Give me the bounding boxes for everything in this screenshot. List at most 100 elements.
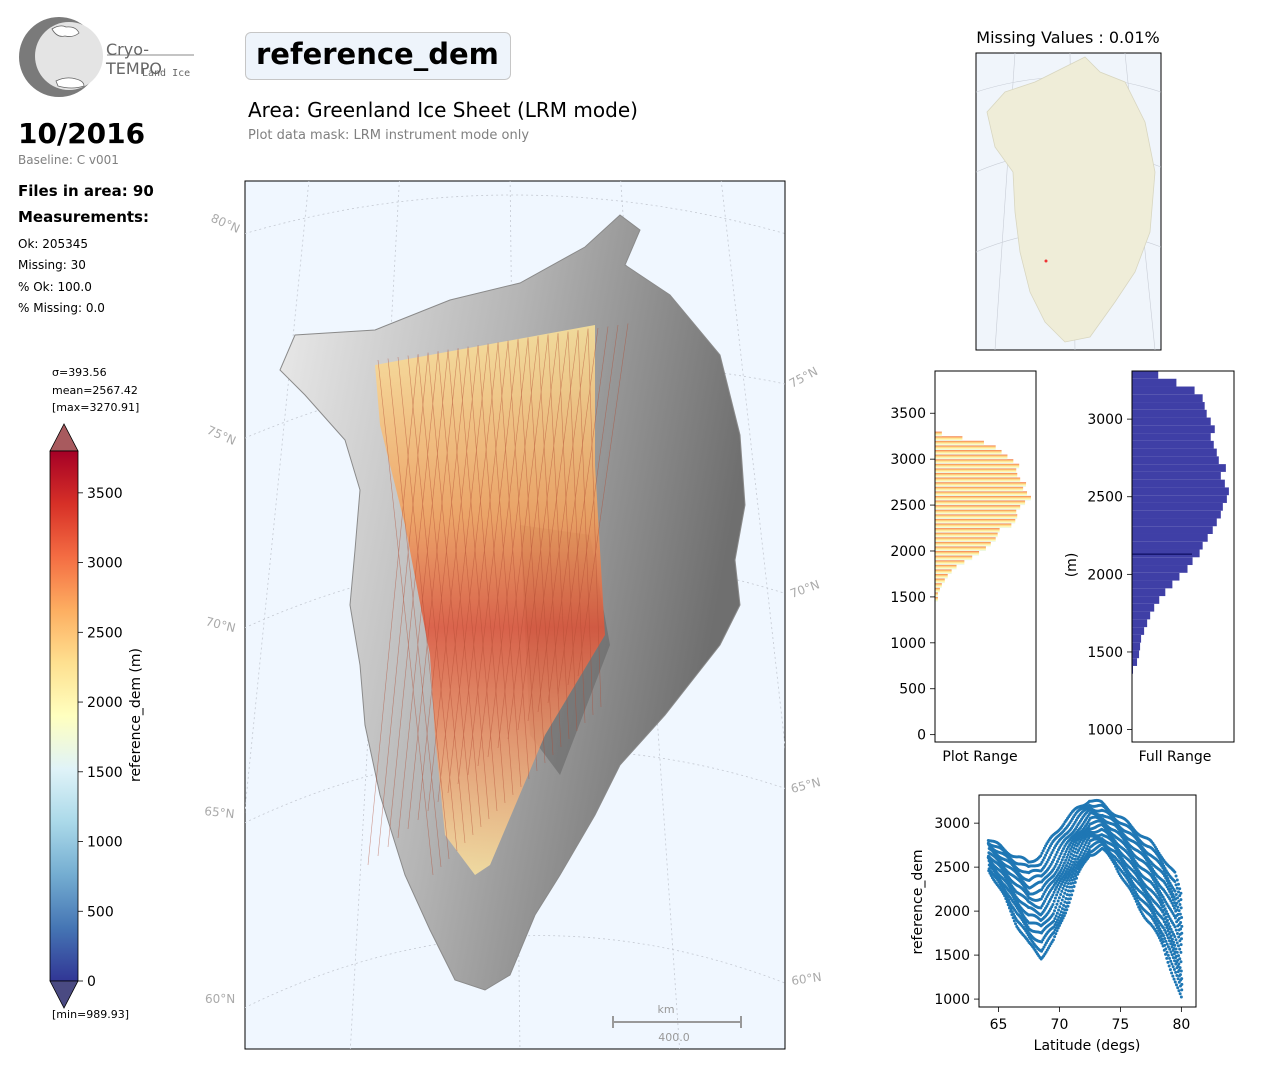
scatter-point <box>1051 938 1055 942</box>
histogram-bar <box>935 468 1017 473</box>
histogram-bar <box>1132 456 1219 465</box>
scatter-point <box>1176 912 1180 916</box>
scatter-point <box>1049 853 1053 857</box>
histogram-bar <box>935 532 998 538</box>
scatter-point <box>1040 904 1044 908</box>
scatter-point <box>1040 860 1044 864</box>
scatter-xlabel: Latitude (degs) <box>1034 1038 1141 1054</box>
scatter-point <box>1138 907 1142 911</box>
scatter-point <box>1041 858 1045 862</box>
track-line <box>377 359 434 876</box>
scatter-point <box>1057 857 1061 861</box>
scatter-point <box>1171 974 1175 978</box>
colorbar-tick-label: 1000 <box>87 835 123 851</box>
scatter-point <box>1173 943 1177 947</box>
colorbar-tick-label: 500 <box>87 904 114 920</box>
scatter-point <box>1179 927 1183 931</box>
scatter-point <box>1063 866 1067 870</box>
histogram-bar <box>1132 440 1214 449</box>
scatter-point <box>1055 860 1059 864</box>
scatter-point <box>1052 890 1056 894</box>
scatter-point <box>1064 896 1068 900</box>
scatter-point <box>1041 902 1045 906</box>
scatter-point <box>1054 862 1058 866</box>
scatter-point <box>1164 952 1168 956</box>
scatter-point <box>1065 908 1069 912</box>
scatter-point <box>1166 945 1170 949</box>
track-line <box>397 356 450 860</box>
scatter-point <box>1136 899 1140 903</box>
scatter-point <box>1064 888 1068 892</box>
scatter-point <box>1055 893 1059 897</box>
scatter-point <box>1052 925 1056 929</box>
scatter-point <box>1065 863 1069 867</box>
plot-range-histogram: 0 500 1000 1500 2000 2500 3000 3500 Plot Range <box>890 370 1037 765</box>
histogram-bar <box>1132 487 1229 496</box>
scatter-point <box>1177 954 1181 958</box>
scatter-point <box>1053 923 1057 927</box>
scatter-point <box>1012 891 1016 895</box>
scatter-point <box>1067 858 1071 862</box>
scatter-point <box>1164 947 1168 951</box>
missing-value-marker <box>1044 259 1048 263</box>
lat-label-right: 60°N <box>790 970 822 988</box>
scatter-point <box>1179 891 1183 895</box>
missing-values-map <box>975 52 1162 351</box>
scatter-point <box>1170 901 1174 905</box>
scatter-point <box>1171 904 1175 908</box>
scatter-point <box>1169 934 1173 938</box>
scatter-point <box>1062 868 1066 872</box>
histogram-bar <box>935 440 984 446</box>
scatter-point <box>1064 850 1068 854</box>
histogram-bar <box>935 491 1028 496</box>
scatter-point <box>1165 956 1169 960</box>
track-line <box>407 355 458 852</box>
scatter-point <box>1159 929 1163 933</box>
histogram-bar <box>1132 588 1166 597</box>
scatter-point <box>1171 965 1175 969</box>
scatter-point <box>1134 865 1138 869</box>
lat-label-left: 75°N <box>205 423 238 448</box>
scatter-point <box>1162 864 1166 868</box>
scatter-point <box>1161 895 1165 899</box>
scatter-point <box>1167 922 1171 926</box>
scatter-point <box>1012 919 1016 923</box>
scatter-point <box>1174 983 1178 987</box>
track-line <box>477 338 529 767</box>
histogram-bar <box>1132 580 1173 589</box>
scatter-point <box>1066 867 1070 871</box>
colorbar-min: [min=989.93] <box>52 1008 130 1021</box>
scatter-point <box>1177 899 1181 903</box>
scatter-point <box>1152 919 1156 923</box>
scatter-point <box>1168 881 1172 885</box>
scatter-point <box>1039 854 1043 858</box>
scatter-point <box>1175 950 1179 954</box>
lat-label-right: 70°N <box>788 577 821 601</box>
scatter-point <box>1046 848 1050 852</box>
scatter-point <box>1040 851 1044 855</box>
scatter-point <box>1062 861 1066 865</box>
scatter-point <box>1161 862 1165 866</box>
scatter-point <box>1163 912 1167 916</box>
y-tick-label: 1000 <box>1087 723 1123 739</box>
scatter-point <box>1173 870 1177 874</box>
scatter-point <box>1066 904 1070 908</box>
scatter-point <box>1055 902 1059 906</box>
baseline-label: Baseline: C v001 <box>18 153 119 167</box>
scatter-point <box>1077 849 1081 853</box>
scatter-point <box>1153 912 1157 916</box>
scatter-point <box>1070 845 1074 849</box>
logo-subtitle: Land Ice <box>142 68 191 79</box>
scatter-point <box>1163 943 1167 947</box>
scatter-point <box>1132 888 1136 892</box>
track-line <box>547 334 570 740</box>
y-tick-label: 3000 <box>934 816 970 832</box>
histogram-bar <box>1132 665 1134 674</box>
track-line <box>387 351 439 848</box>
scatter-point <box>1042 892 1046 896</box>
scatter-point <box>1072 853 1076 857</box>
plot-range-frame <box>934 370 1037 743</box>
scatter-point <box>1053 855 1057 859</box>
scatter-point <box>1175 901 1179 905</box>
histogram-bar <box>935 486 1024 492</box>
